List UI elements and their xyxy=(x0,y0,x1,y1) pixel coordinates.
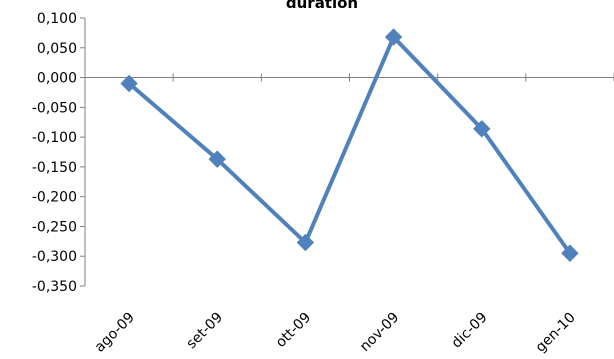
y-tick-label: -0,050 xyxy=(32,100,77,116)
data-point-marker xyxy=(473,120,491,138)
y-tick-label: -0,200 xyxy=(32,190,77,206)
x-tick-label: ott-09 xyxy=(273,310,314,351)
y-tick-label: -0,300 xyxy=(32,249,77,265)
data-point-marker xyxy=(561,244,579,262)
series xyxy=(120,28,579,262)
y-tick-label: 0,100 xyxy=(37,11,77,27)
chart-title: duration xyxy=(286,0,358,12)
data-point-marker xyxy=(384,28,403,46)
y-tick-label: -0,350 xyxy=(32,279,77,295)
data-point-marker xyxy=(296,233,315,252)
x-tick-label: nov-09 xyxy=(357,310,402,355)
series-line xyxy=(127,35,572,255)
y-tick-label: -0,150 xyxy=(32,160,77,176)
axes xyxy=(80,17,614,287)
y-tick-label: -0,100 xyxy=(32,130,77,146)
x-tick-label: set-09 xyxy=(183,310,226,353)
data-point-marker xyxy=(208,150,226,168)
data-point-marker xyxy=(120,74,138,93)
y-tick-label: -0,250 xyxy=(32,219,77,235)
x-tick-label: dic-09 xyxy=(449,310,491,352)
y-tick-label: 0,050 xyxy=(37,41,77,57)
x-tick-label: gen-10 xyxy=(533,310,579,356)
y-tick-labels: 0,100 0,050 0,000 -0,050 -0,100 -0,150 -0,200 -… xyxy=(32,11,77,295)
x-tick-label: ago-09 xyxy=(92,310,138,356)
x-tick-labels: ago-09 set-09 ott-09 nov-09 dic-09 gen-10 xyxy=(92,310,579,356)
y-tick-label: 0,000 xyxy=(37,71,77,87)
